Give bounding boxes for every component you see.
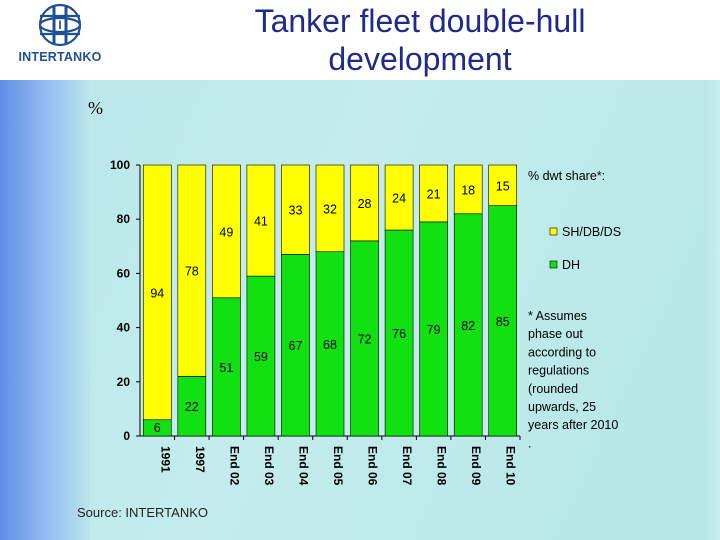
- y-tick-label: 60: [117, 266, 131, 280]
- data-label-dh: 59: [254, 350, 268, 364]
- intertanko-logo: I INTERTANKO: [0, 0, 120, 78]
- title-line-2: development: [328, 41, 512, 77]
- bar-sh: [281, 164, 310, 255]
- slide-header: [0, 0, 720, 80]
- data-label-dh: 82: [461, 319, 475, 333]
- footnote-line: .: [528, 436, 531, 450]
- data-label-sh: 21: [427, 187, 441, 201]
- x-tick-label: End 03: [262, 446, 276, 486]
- legend-label: SH/DB/DS: [562, 225, 621, 239]
- data-label-sh: 28: [358, 197, 372, 211]
- data-label-sh: 15: [496, 179, 510, 193]
- data-label-sh: 18: [461, 183, 475, 197]
- page-title: Tanker fleet double-hull development: [180, 2, 660, 78]
- y-tick-label: 20: [117, 375, 131, 389]
- data-label-sh: 94: [150, 286, 164, 300]
- percent-label: %: [88, 98, 103, 118]
- bar-sh: [350, 164, 379, 242]
- y-tick-label: 100: [110, 158, 130, 172]
- bar-sh: [177, 164, 207, 377]
- logo-wordmark: INTERTANKO: [18, 50, 102, 64]
- right-decorative-stripe: [704, 0, 720, 540]
- bar-dh: [488, 205, 518, 437]
- data-label-dh: 67: [289, 339, 303, 353]
- globe-logo-icon: I: [38, 3, 82, 47]
- bar-dh: [453, 213, 483, 437]
- x-tick-label: End 05: [331, 446, 345, 486]
- data-label-sh: 24: [392, 192, 406, 206]
- left-decorative-stripe-light: [72, 0, 90, 540]
- bar-dh: [212, 297, 241, 437]
- data-label-sh: 49: [219, 225, 233, 239]
- footnote-line: (rounded: [528, 382, 578, 396]
- x-tick-label: 1997: [193, 446, 207, 473]
- legend-label: DH: [562, 258, 580, 272]
- footnote-line: years after 2010: [528, 418, 618, 432]
- bar-sh: [384, 164, 414, 231]
- x-tick-label: End 10: [504, 446, 518, 486]
- data-label-sh: 32: [323, 202, 337, 216]
- data-label-dh: 79: [427, 323, 441, 337]
- footnote-line: upwards, 25: [528, 400, 596, 414]
- bar-sh: [488, 164, 518, 206]
- x-tick-label: End 06: [366, 446, 380, 486]
- bar-dh: [177, 376, 207, 437]
- data-label-dh: 6: [154, 421, 161, 435]
- bar-dh: [384, 229, 414, 437]
- bar-sh: [315, 164, 345, 253]
- plot-area: 0 20 40 60 80 100 6 94 1991 22 78 1997 51 49 End 02 59 4…: [110, 158, 521, 486]
- data-label-dh: 22: [185, 400, 199, 414]
- x-tick-label: End 07: [400, 446, 414, 486]
- legend-swatch: [549, 227, 558, 236]
- y-tick-label: 40: [117, 321, 131, 335]
- bar-sh: [453, 164, 483, 215]
- chart-legend: % dwt share*: SH/DB/DS DH * Assumes phase ou…: [528, 169, 621, 450]
- bar-sh: [419, 164, 448, 223]
- x-tick-label: End 08: [435, 446, 449, 486]
- x-tick-label: End 02: [227, 446, 241, 486]
- y-tick-label: 0: [123, 429, 130, 443]
- bar-sh: [142, 164, 172, 421]
- data-label-sh: 78: [185, 265, 199, 279]
- data-label-dh: 72: [358, 332, 372, 346]
- bar-dh: [246, 275, 276, 437]
- legend-swatch: [549, 260, 558, 269]
- footnote-line: * Assumes: [528, 309, 587, 323]
- y-tick-label: 80: [117, 212, 131, 226]
- data-label-sh: 33: [289, 204, 303, 218]
- bar-dh: [281, 254, 310, 437]
- logo-glyph-i: I: [58, 18, 61, 32]
- source-note: Source: INTERTANKO: [77, 505, 208, 520]
- footnote-line: phase out: [528, 327, 583, 341]
- legend-header: % dwt share*:: [528, 169, 605, 183]
- data-label-dh: 51: [219, 361, 233, 375]
- footnote-line: according to: [528, 345, 596, 359]
- data-label-dh: 76: [392, 327, 406, 341]
- footnote-line: regulations: [528, 364, 589, 378]
- bar-sh: [246, 164, 276, 277]
- x-tick-label: End 09: [469, 446, 483, 486]
- bar-sh: [212, 164, 241, 299]
- title-line-1: Tanker fleet double-hull: [254, 3, 586, 39]
- data-label-dh: 85: [496, 315, 510, 329]
- data-label-sh: 41: [254, 215, 268, 229]
- x-tick-label: 1991: [158, 446, 172, 473]
- left-decorative-stripe: [0, 0, 72, 540]
- x-tick-label: End 04: [296, 446, 310, 486]
- data-label-dh: 68: [323, 338, 337, 352]
